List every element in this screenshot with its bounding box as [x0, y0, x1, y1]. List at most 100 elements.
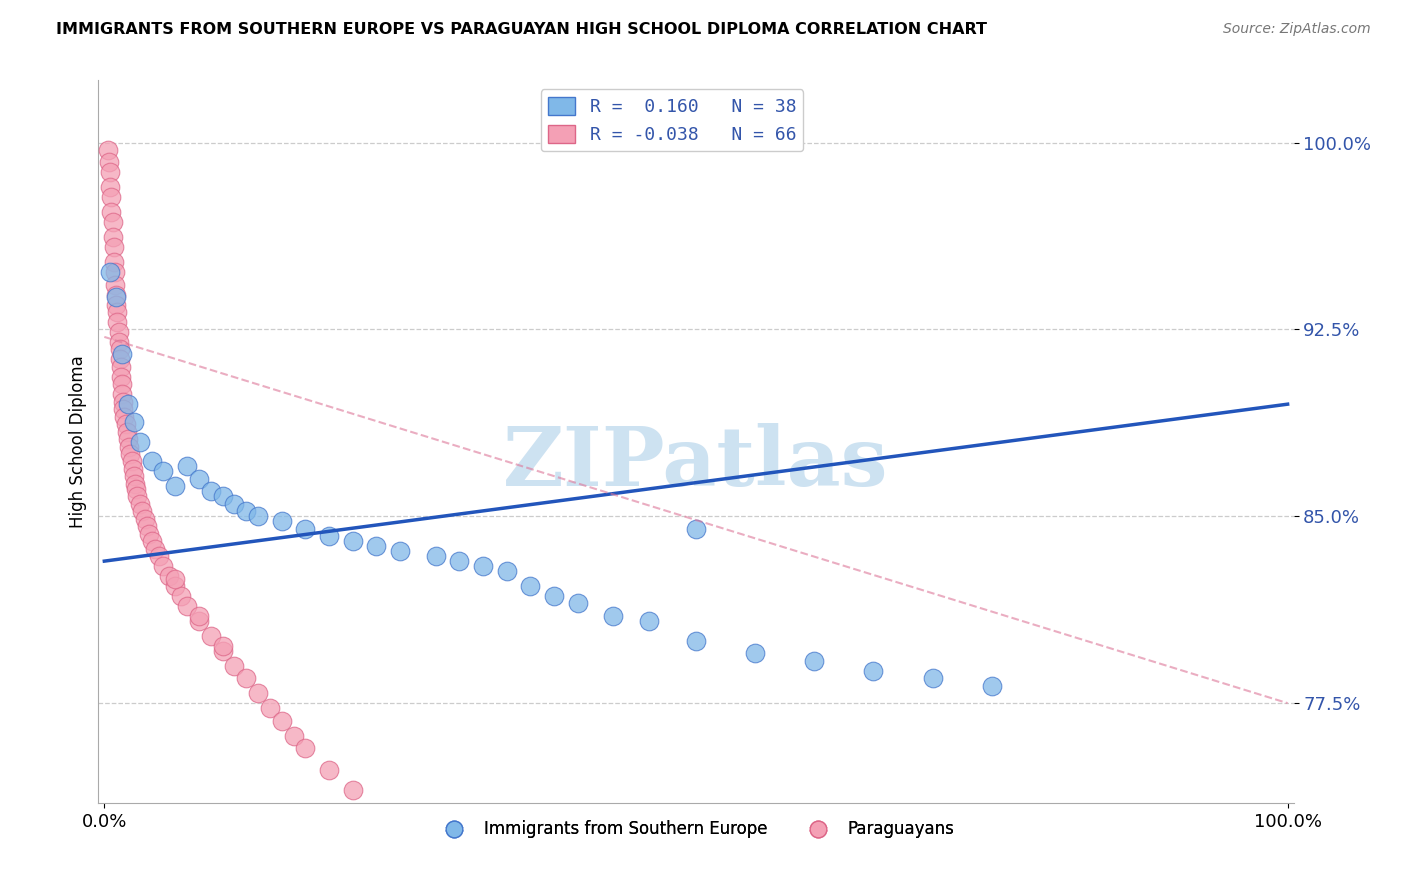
Point: [118, 440, 141, 454]
Point: [165, 572, 187, 586]
Point: [472, 559, 495, 574]
Point: [111, 347, 134, 361]
Text: Source: ZipAtlas.com: Source: ZipAtlas.com: [1223, 22, 1371, 37]
Point: [124, 476, 146, 491]
Point: [136, 519, 159, 533]
Point: [120, 447, 142, 461]
Point: [235, 671, 257, 685]
Point: [110, 359, 132, 374]
Point: [110, 369, 132, 384]
Point: [105, 305, 128, 319]
Point: [224, 658, 246, 673]
Point: [141, 454, 163, 468]
Point: [103, 255, 125, 269]
Point: [128, 434, 150, 449]
Point: [148, 549, 170, 563]
Point: [128, 497, 150, 511]
Point: [211, 639, 233, 653]
Point: [101, 215, 124, 229]
Point: [115, 425, 138, 439]
Point: [134, 512, 156, 526]
Point: [152, 465, 174, 479]
Point: [449, 554, 471, 568]
Point: [294, 741, 316, 756]
Point: [342, 783, 364, 797]
Point: [108, 352, 131, 367]
Point: [188, 609, 211, 624]
Text: IMMIGRANTS FROM SOUTHERN EUROPE VS PARAGUAYAN HIGH SCHOOL DIPLOMA CORRELATION CH: IMMIGRANTS FROM SOUTHERN EUROPE VS PARAG…: [56, 22, 987, 37]
Point: [97, 143, 120, 157]
Point: [112, 402, 135, 417]
Point: [980, 679, 1002, 693]
Point: [803, 654, 825, 668]
Point: [112, 394, 135, 409]
Point: [157, 569, 180, 583]
Point: [247, 686, 270, 700]
Point: [105, 287, 128, 301]
Point: [170, 589, 193, 603]
Point: [127, 489, 149, 503]
Point: [211, 644, 233, 658]
Point: [138, 526, 160, 541]
Point: [98, 265, 121, 279]
Point: [685, 522, 707, 536]
Point: [744, 646, 766, 660]
Point: [98, 155, 121, 169]
Point: [165, 479, 187, 493]
Point: [602, 609, 624, 624]
Point: [318, 764, 340, 778]
Point: [114, 409, 136, 424]
Point: [114, 417, 136, 431]
Point: [100, 190, 122, 204]
Point: [101, 230, 124, 244]
Point: [125, 482, 148, 496]
Point: [425, 549, 447, 563]
Point: [342, 534, 364, 549]
Point: [107, 325, 129, 339]
Point: [105, 315, 128, 329]
Point: [131, 504, 153, 518]
Point: [685, 633, 707, 648]
Point: [117, 397, 139, 411]
Point: [921, 671, 943, 685]
Point: [495, 564, 517, 578]
Point: [259, 701, 281, 715]
Point: [141, 534, 163, 549]
Point: [100, 205, 122, 219]
Point: [366, 539, 388, 553]
Point: [98, 165, 121, 179]
Point: [188, 472, 211, 486]
Point: [200, 629, 222, 643]
Text: ZIPatlas: ZIPatlas: [503, 423, 889, 503]
Point: [105, 297, 128, 311]
Point: [176, 459, 198, 474]
Point: [143, 541, 166, 556]
Point: [200, 484, 222, 499]
Point: [104, 265, 127, 279]
Point: [122, 469, 145, 483]
Point: [567, 597, 589, 611]
Point: [389, 544, 412, 558]
Point: [98, 180, 121, 194]
Point: [188, 614, 211, 628]
Point: [176, 599, 198, 613]
Point: [224, 497, 246, 511]
Point: [105, 290, 128, 304]
Point: [121, 462, 143, 476]
Point: [165, 579, 187, 593]
Point: [104, 277, 127, 292]
Y-axis label: High School Diploma: High School Diploma: [69, 355, 87, 528]
Point: [543, 589, 565, 603]
Point: [108, 343, 131, 357]
Point: [107, 334, 129, 349]
Point: [318, 529, 340, 543]
Point: [121, 454, 143, 468]
Point: [637, 614, 659, 628]
Point: [270, 514, 292, 528]
Point: [152, 559, 174, 574]
Point: [283, 729, 305, 743]
Point: [235, 504, 257, 518]
Point: [270, 714, 292, 728]
Point: [519, 579, 541, 593]
Point: [111, 377, 134, 392]
